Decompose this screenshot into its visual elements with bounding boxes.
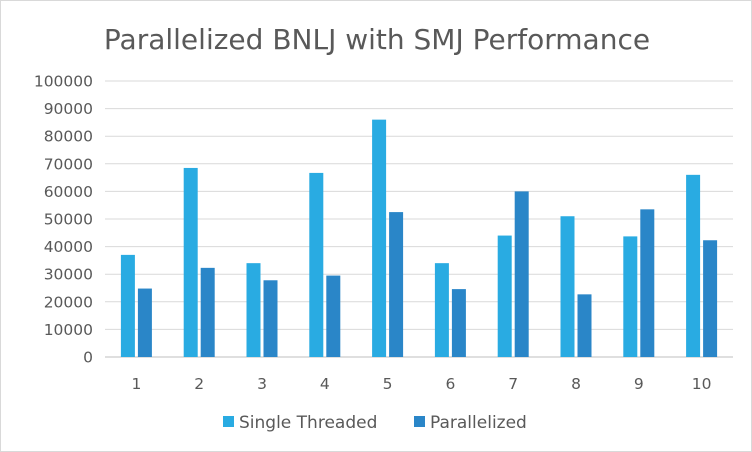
bar-parallelized [451,289,466,357]
x-tick-label: 6 [445,375,455,393]
x-tick-label: 10 [692,375,712,393]
bar-single-threaded [434,263,449,357]
y-tick-label: 0 [83,349,93,367]
y-axis-tick-labels: 0 10000 20000 30000 40000 50000 60000 70000 8000… [34,73,93,367]
gridlines [105,80,733,358]
x-axis-tick-labels: 1 2 3 4 5 6 7 8 9 10 [131,375,711,393]
bar-parallelized [389,212,404,357]
y-tick-label: 10000 [44,321,93,339]
bar-single-threaded [686,174,701,357]
y-tick-label: 70000 [44,155,93,173]
legend-label: Single Threaded [239,413,377,433]
bar-single-threaded [183,167,198,357]
y-tick-label: 40000 [44,238,93,256]
bar-parallelized [577,294,592,357]
x-tick-label: 3 [257,375,267,393]
bar-parallelized [703,240,718,357]
y-tick-label: 50000 [44,211,93,229]
x-tick-label: 9 [634,375,644,393]
y-tick-label: 80000 [44,128,93,146]
legend-label: Parallelized [430,413,527,433]
bars [120,119,718,357]
bar-parallelized [263,280,278,357]
x-tick-label: 7 [508,375,518,393]
bar-single-threaded [623,236,638,357]
bar-parallelized [200,267,215,357]
bar-parallelized [640,209,655,357]
legend-swatch [414,416,425,427]
bar-single-threaded [560,216,575,357]
x-tick-label: 2 [194,375,204,393]
legend-swatch [223,416,234,427]
x-tick-label: 4 [320,375,330,393]
y-tick-label: 100000 [34,73,93,91]
bar-single-threaded [309,172,324,357]
y-tick-label: 60000 [44,183,93,201]
chart-title: Parallelized BNLJ with SMJ Performance [104,23,650,56]
bar-parallelized [326,275,341,357]
bar-single-threaded [372,119,387,357]
x-tick-label: 5 [383,375,393,393]
bar-parallelized [514,191,529,357]
x-tick-label: 8 [571,375,581,393]
legend: Single Threaded Parallelized [223,413,527,433]
bar-single-threaded [497,235,512,357]
bar-single-threaded [246,263,261,357]
y-tick-label: 90000 [44,100,93,118]
bar-single-threaded [120,254,135,357]
x-tick-label: 1 [131,375,141,393]
bar-parallelized [137,288,152,357]
y-tick-label: 30000 [44,266,93,284]
y-tick-label: 20000 [44,293,93,311]
